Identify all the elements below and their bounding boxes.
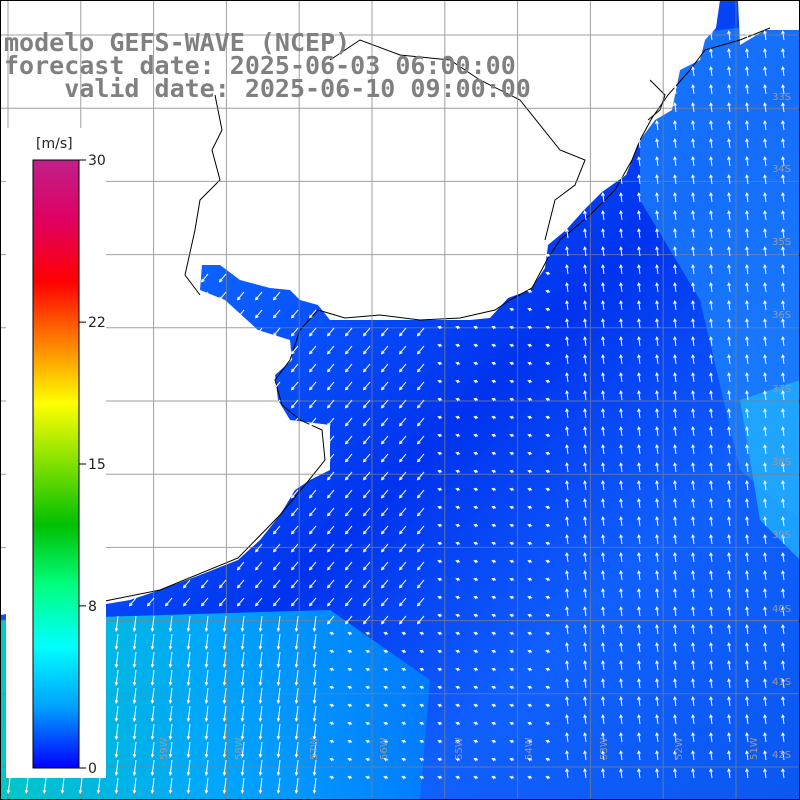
lat-label: 42S: [772, 750, 791, 761]
lat-label: 38S: [772, 457, 791, 468]
lon-label: 53W: [599, 737, 610, 760]
colorbar-tick-label: 0: [88, 761, 97, 777]
east-high-wind-zone: [740, 380, 800, 560]
coastline: [19, 27, 771, 613]
land-mass: [0, 0, 720, 615]
colorbar-scale: [32, 159, 80, 769]
model-title: modelo GEFS-WAVE (NCEP): [4, 28, 351, 57]
lon-label: 54W: [524, 737, 535, 760]
lon-label: 56W: [379, 737, 390, 760]
southwest-high-wind-zone: [0, 610, 430, 800]
land-mass-northeast: [738, 0, 800, 45]
lat-label: 33S: [772, 92, 791, 103]
lon-label: 59W: [159, 737, 170, 760]
colorbar-tick-label: 15: [88, 457, 106, 473]
border-river-west: [184, 94, 223, 296]
lon-label: 58W: [234, 737, 245, 760]
lat-label: 34S: [772, 164, 791, 175]
border-uruguay: [329, 39, 586, 241]
lat-label: 41S: [772, 677, 791, 688]
lat-label: 35S: [772, 237, 791, 248]
valid-date: valid date: 2025-06-10 09:00:00: [64, 74, 531, 103]
colorbar-unit: [m/s]: [36, 136, 73, 152]
lon-label: 51W: [749, 737, 760, 760]
lat-label: 39S: [772, 530, 791, 541]
colorbar-tick-label: 22: [88, 315, 106, 331]
lon-label: 52W: [674, 737, 685, 760]
lat-label: 40S: [772, 604, 791, 615]
colorbar-tick-label: 30: [88, 153, 106, 169]
colorbar-tick-label: 8: [88, 599, 97, 615]
forecast-date: forecast date: 2025-06-03 06:00:00: [4, 51, 516, 80]
lon-label: 57W: [309, 737, 320, 760]
lat-label: 37S: [772, 384, 791, 395]
lagoon-outline: [647, 79, 666, 121]
lat-label: 36S: [772, 310, 791, 321]
wind-arrows: [6, 30, 785, 794]
lon-label: 55W: [454, 737, 465, 760]
